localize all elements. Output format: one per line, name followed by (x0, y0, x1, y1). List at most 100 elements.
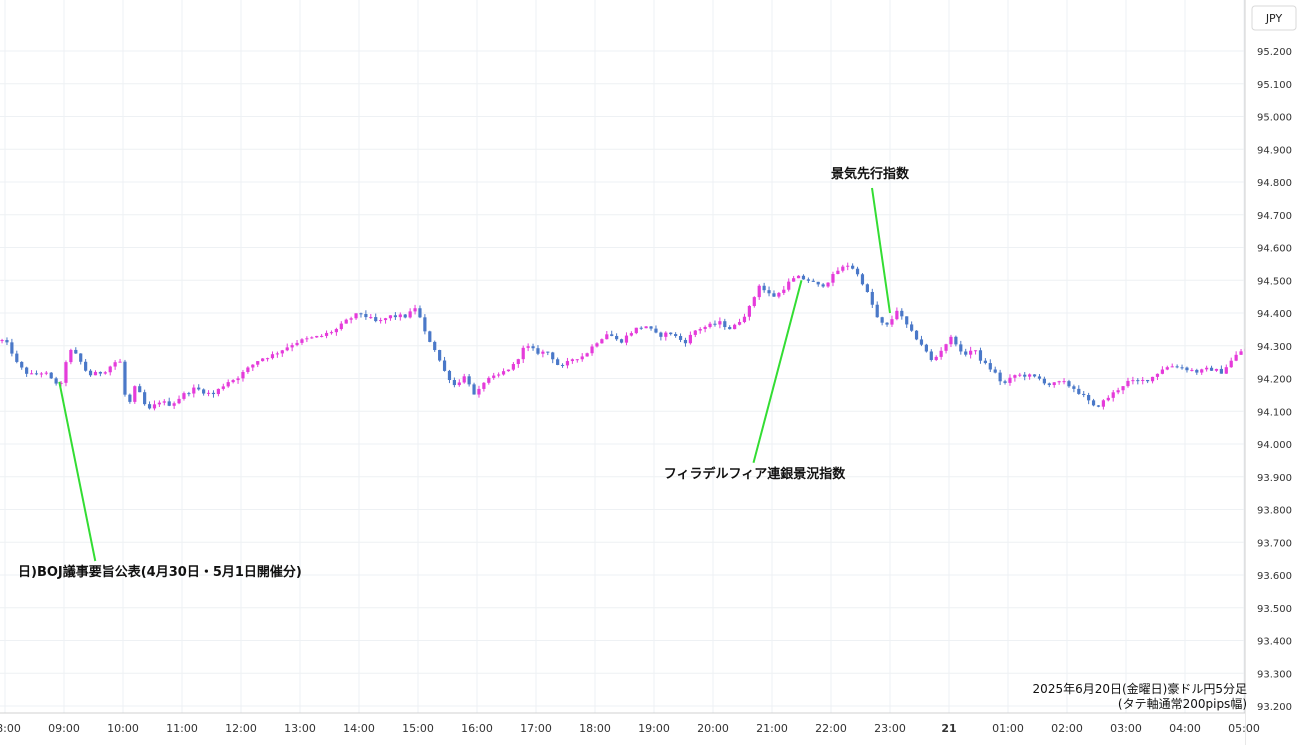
candle-body (103, 372, 107, 374)
candle-body (610, 334, 614, 336)
price-tick-label: 93.800 (1257, 506, 1292, 517)
candle-body (1155, 373, 1160, 377)
time-tick-label: 18:00 (579, 722, 611, 735)
candle-body (826, 282, 830, 287)
price-axis: 93.200 93.300 93.400 93.500 93.600 93.700 93.8… (1257, 47, 1292, 713)
candle-body (39, 373, 43, 375)
candle-body (1116, 390, 1120, 393)
price-tick-label: 94.400 (1257, 309, 1292, 320)
candle-body (128, 394, 132, 402)
candle-body (654, 328, 658, 333)
candle-body (959, 344, 963, 352)
candle-body (211, 392, 216, 395)
candle-body (1190, 369, 1194, 371)
candle-body (590, 346, 594, 354)
candle-body (870, 291, 874, 305)
candle-body (939, 350, 943, 357)
price-tick-label: 93.200 (1257, 702, 1292, 713)
price-tick-label: 93.500 (1257, 604, 1292, 615)
candle-body (506, 369, 511, 372)
candle-body (595, 343, 599, 347)
price-tick-label: 94.700 (1257, 211, 1292, 222)
candle-body (492, 375, 496, 378)
time-tick-label: 03:00 (1110, 722, 1142, 735)
time-tick-label: 01:00 (992, 722, 1024, 735)
candle-body (423, 317, 427, 332)
candle-body (172, 403, 176, 406)
candle-body (742, 316, 747, 323)
candle-body (551, 352, 555, 360)
candle-body (624, 335, 629, 343)
candle-body (79, 353, 83, 362)
candle-body (615, 335, 619, 340)
candle-body (890, 319, 894, 325)
candle-body (688, 334, 692, 344)
candle-body (44, 372, 48, 374)
candle-body (678, 335, 683, 340)
currency-badge[interactable] (1251, 5, 1297, 31)
currency-badge-label: JPY (1265, 12, 1283, 25)
candle-body (349, 318, 353, 320)
price-tick-label: 94.800 (1257, 178, 1292, 189)
candle-body (683, 339, 688, 344)
time-tick-label: 21 (941, 722, 956, 735)
candle-body (118, 361, 122, 363)
candle-body (821, 284, 825, 287)
candle-body (64, 362, 68, 383)
candle-body (718, 321, 722, 325)
time-tick-label: 10:00 (107, 722, 139, 735)
candle-body (226, 382, 230, 387)
candle-body (831, 274, 835, 283)
candle-body (270, 354, 275, 359)
candle-body (202, 389, 206, 394)
candle-body (531, 346, 535, 349)
candle-body (1214, 368, 1219, 371)
candle-body (1003, 381, 1007, 383)
candle-body (1052, 382, 1056, 386)
candle-body (428, 331, 432, 342)
candle-body (265, 358, 270, 360)
candle-body (1013, 375, 1017, 378)
candle-body (54, 378, 58, 384)
candle-body (418, 308, 422, 318)
candle-body (113, 362, 117, 367)
time-tick-label: 21:00 (756, 722, 788, 735)
candle-body (914, 330, 919, 340)
candle-body (74, 349, 78, 354)
candle-body (846, 265, 850, 267)
time-tick-label: 05:00 (1228, 722, 1260, 735)
candle-body (438, 350, 442, 361)
chart-caption-title: 2025年6月20日(金曜日)豪ドル円5分足 (1033, 681, 1247, 696)
candle-body (560, 364, 565, 366)
candle-body (256, 361, 260, 365)
candle-body (1032, 374, 1037, 377)
candle-body (782, 289, 786, 293)
candle-body (905, 316, 909, 325)
price-axis-background (1245, 0, 1300, 745)
time-tick-label: 19:00 (638, 722, 670, 735)
candle-body (851, 265, 855, 269)
candle-body (649, 326, 653, 329)
candle-body (733, 324, 737, 330)
candle-body (305, 338, 309, 340)
price-tick-label: 95.000 (1257, 113, 1292, 124)
candle-body (841, 266, 845, 271)
candle-body (541, 351, 545, 354)
candle-body (988, 363, 992, 370)
candle-body (320, 335, 324, 337)
candle-body (1072, 386, 1076, 389)
candle-body (295, 342, 299, 346)
candle-body (1126, 380, 1130, 387)
price-tick-label: 93.300 (1257, 669, 1292, 680)
candle-body (1018, 374, 1022, 376)
price-tick-label: 93.600 (1257, 571, 1292, 582)
annotation-lines (58, 187, 891, 562)
candle-body (777, 292, 781, 297)
candle-body (152, 404, 157, 409)
candle-body (447, 370, 452, 381)
candle-body (629, 333, 633, 336)
candle-body (885, 322, 889, 325)
candle-body (138, 386, 142, 393)
candle-body (1077, 388, 1081, 394)
candle-body (737, 322, 742, 325)
